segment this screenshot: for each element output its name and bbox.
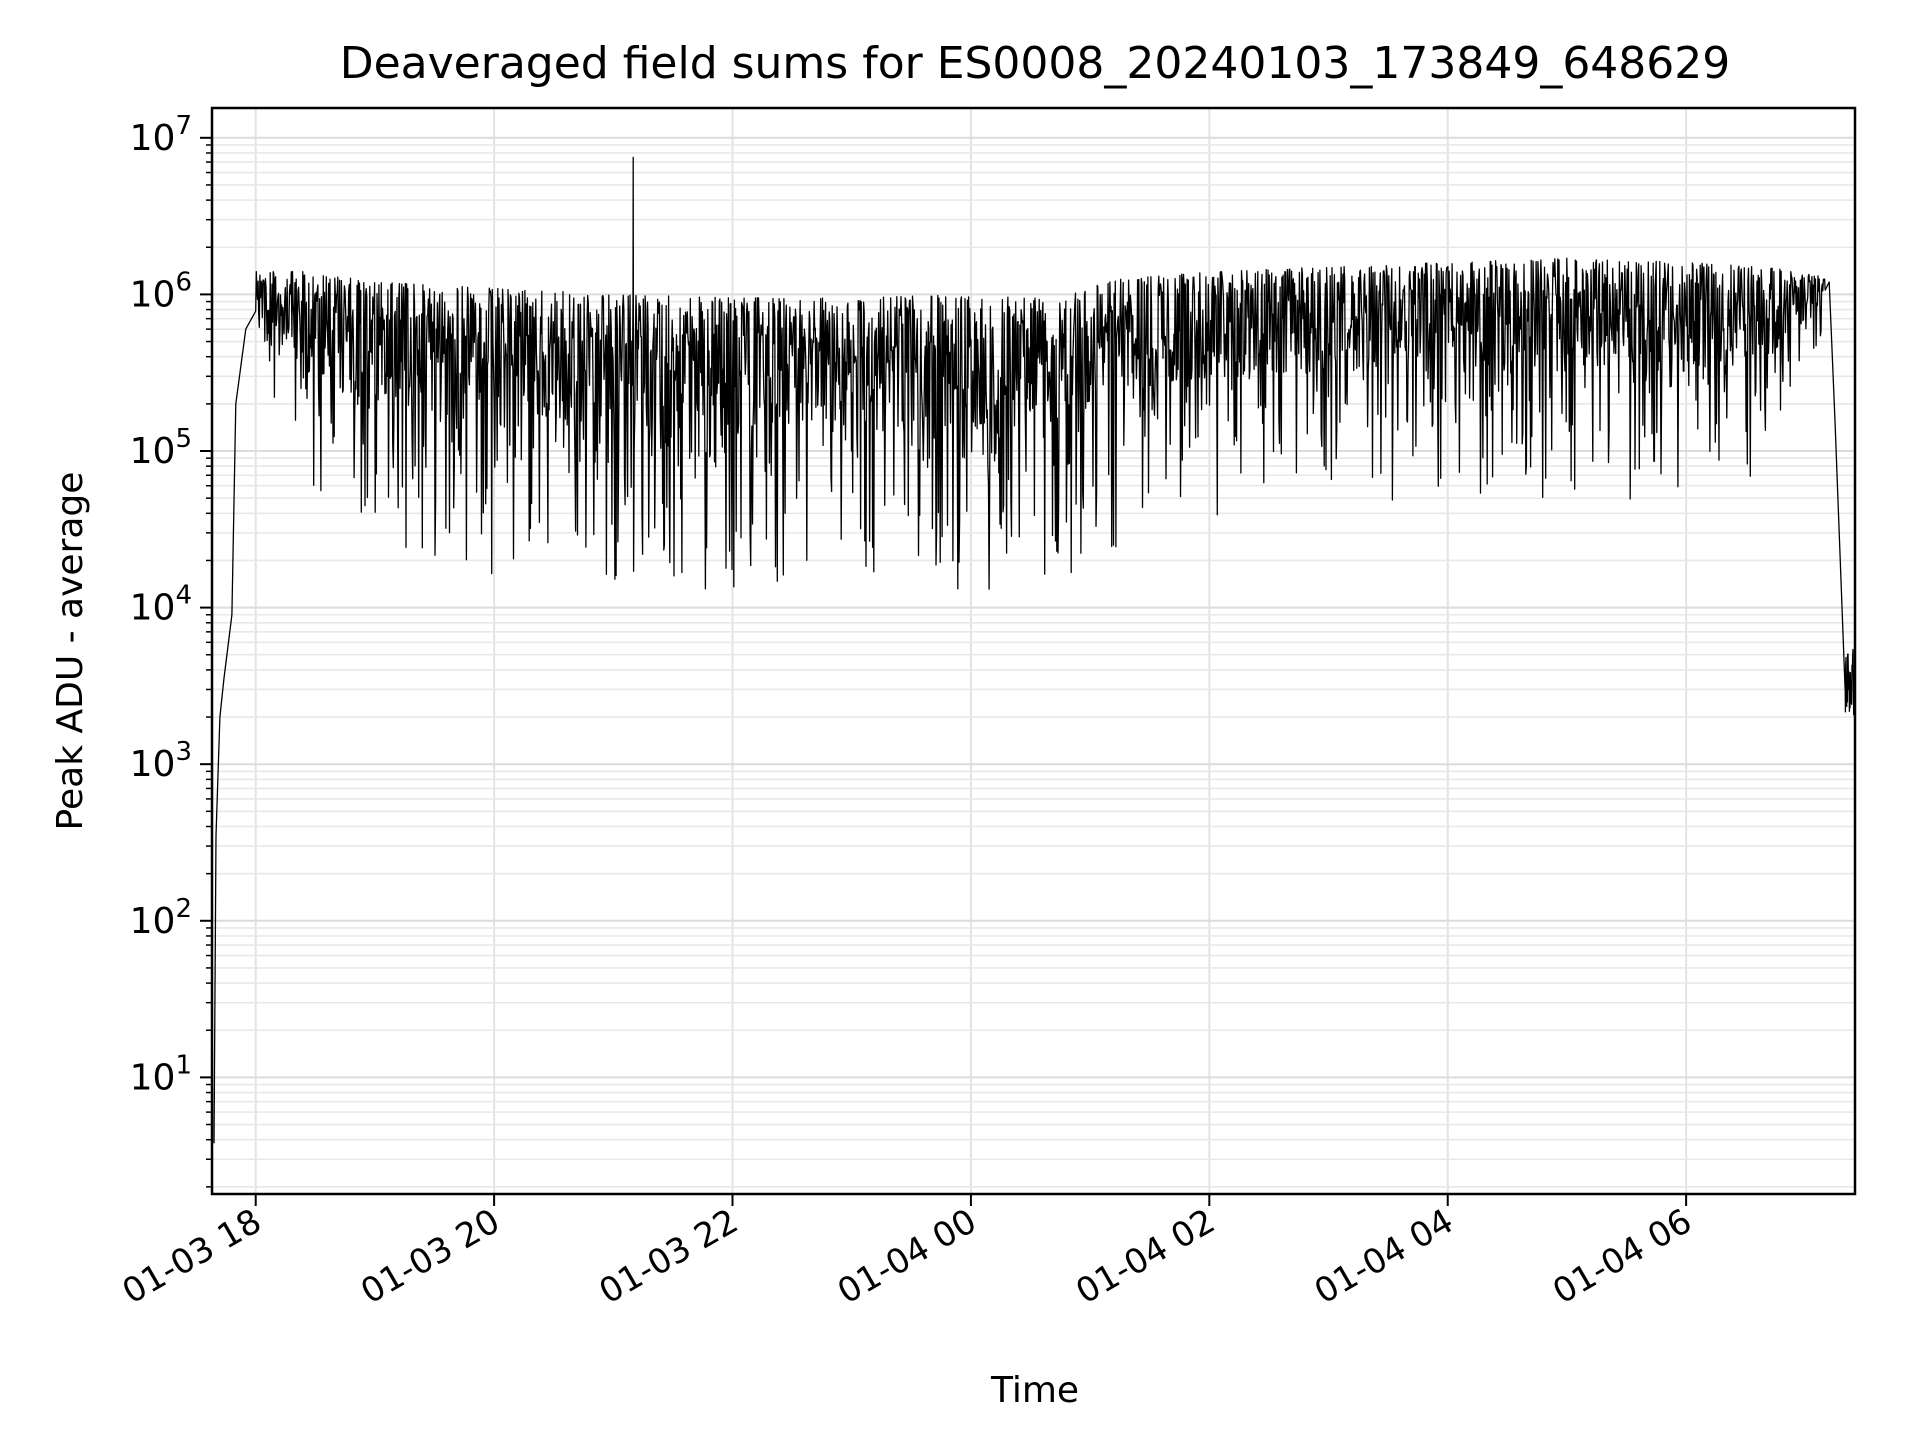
y-tick-base: 10 [130, 118, 176, 159]
series-line [213, 156, 1855, 1144]
y-tick-base: 10 [130, 1057, 176, 1098]
y-tick-label: 105 [130, 424, 192, 472]
y-tick-base: 10 [130, 901, 176, 942]
y-tick-exponent: 3 [175, 737, 192, 767]
y-tick-exponent: 1 [175, 1050, 192, 1080]
y-tick-base: 10 [130, 588, 176, 629]
y-tick-exponent: 6 [175, 267, 192, 297]
y-tick-exponent: 4 [175, 581, 192, 611]
series-path [213, 156, 1855, 1144]
y-tick-base: 10 [130, 744, 176, 785]
y-tick-label: 102 [130, 894, 192, 942]
y-tick-exponent: 7 [175, 111, 192, 141]
y-tick-label: 106 [130, 267, 192, 315]
y-tick-label: 103 [130, 737, 192, 785]
y-tick-base: 10 [130, 274, 176, 315]
plot-frame [210, 106, 1857, 1196]
y-tick-exponent: 2 [175, 894, 192, 924]
y-tick-exponent: 5 [175, 424, 192, 454]
y-axis-label: Peak ADU - average [50, 472, 91, 831]
y-tick-label: 101 [130, 1050, 192, 1098]
y-tick-label: 104 [130, 581, 192, 629]
y-tick-base: 10 [130, 431, 176, 472]
chart-title: Deaveraged field sums for ES0008_2024010… [340, 38, 1731, 89]
y-tick-label: 107 [130, 111, 192, 159]
x-axis-label: Time [990, 1370, 1079, 1411]
